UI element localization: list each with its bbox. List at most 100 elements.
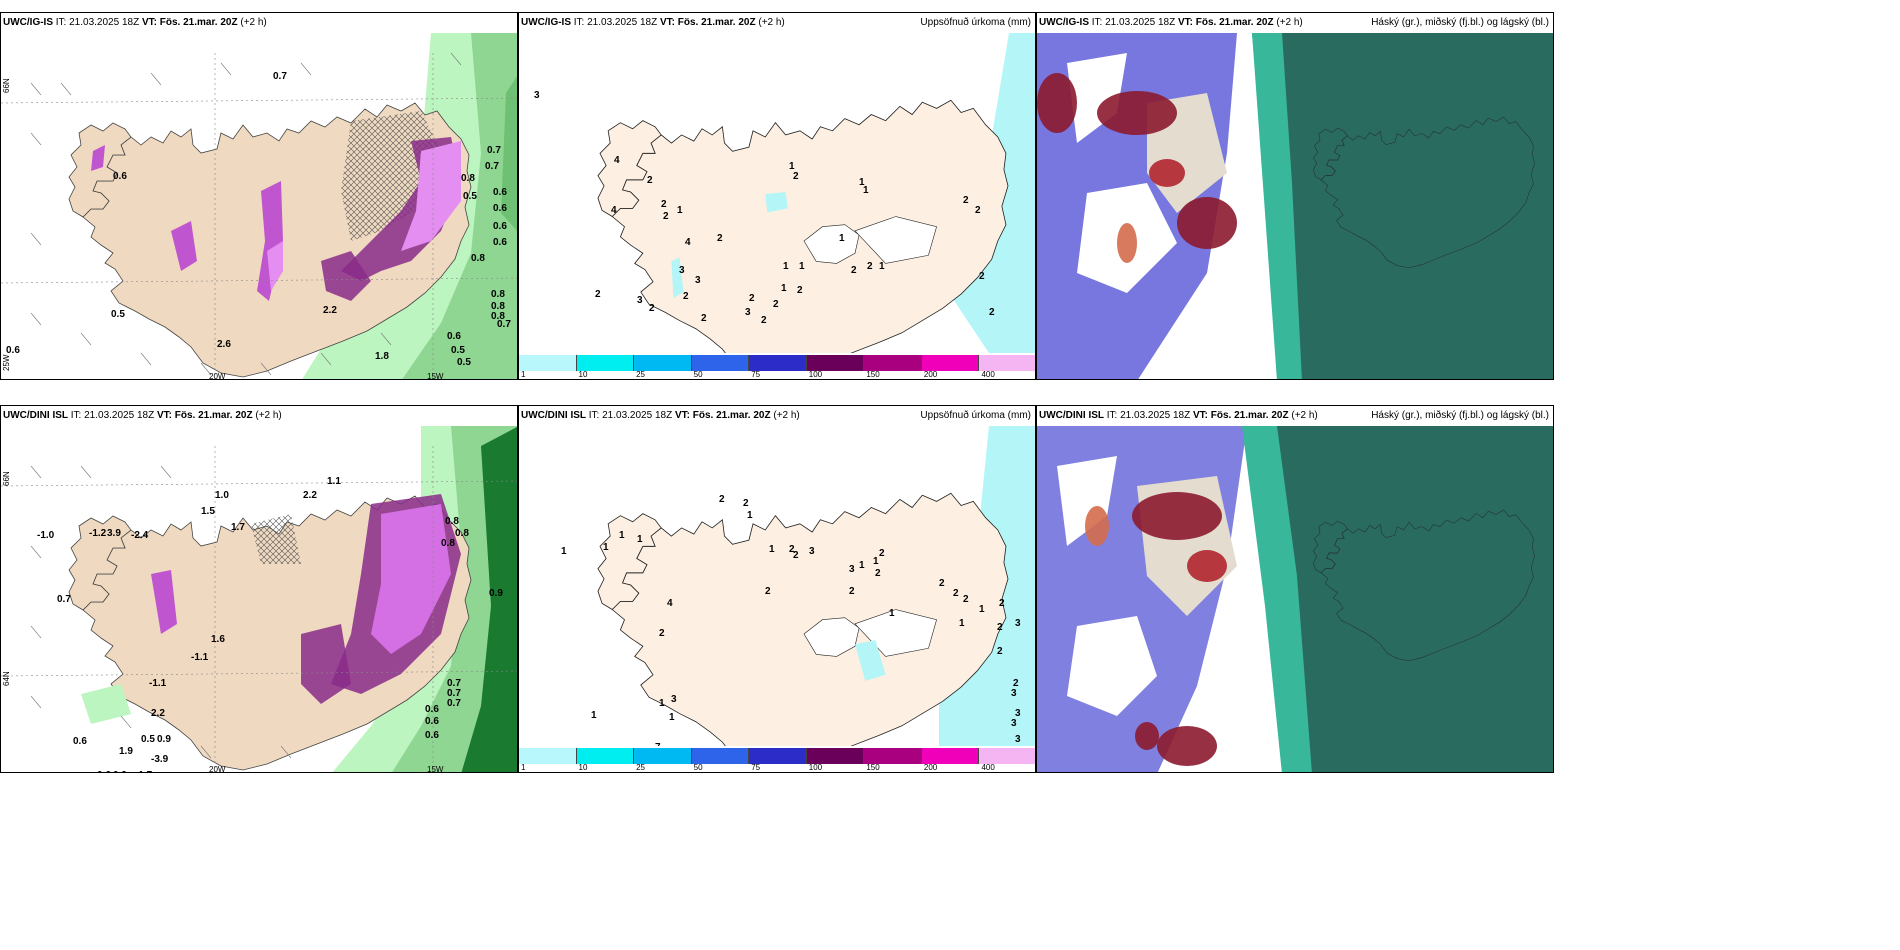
- value-label: 2: [999, 598, 1005, 609]
- value-label: 0.8: [441, 538, 455, 549]
- value-label: 0.6: [113, 171, 127, 182]
- value-label: 0.5: [457, 357, 471, 368]
- sea-precip-dark: [501, 76, 517, 231]
- value-label: 1: [659, 698, 665, 709]
- legend-tick: 10: [578, 370, 588, 379]
- value-label: 0.8: [491, 301, 505, 312]
- map-panel-precip-wind-dini: UWC/DINI ISL IT: 21.03.2025 18Z VT: Fös.…: [0, 405, 518, 773]
- value-label: 1: [959, 618, 965, 629]
- legend-swatch: [806, 748, 865, 764]
- value-label: 0.8: [471, 253, 485, 264]
- value-label: 2.2: [323, 305, 337, 316]
- lat-label: 64N: [2, 671, 11, 686]
- sea-precip-dark: [461, 427, 517, 772]
- value-label: 2: [765, 586, 771, 597]
- value-label: 2: [975, 205, 981, 216]
- value-label: 2: [849, 586, 855, 597]
- value-label: 2: [663, 211, 669, 222]
- value-label: 1: [561, 546, 567, 557]
- value-label: 2: [867, 261, 873, 272]
- legend-swatch: [749, 748, 807, 764]
- value-label: 0.6: [493, 187, 507, 198]
- value-label: 2: [797, 285, 803, 296]
- value-label: 4: [611, 205, 617, 216]
- value-label: 4: [667, 598, 673, 609]
- panel-subtitle: Háský (gr.), miðský (fj.bl.) og lágský (…: [1371, 17, 1549, 28]
- wind-barbs: [30, 52, 462, 376]
- value-label: 0.5: [463, 191, 477, 202]
- legend-tick: 200: [923, 763, 938, 772]
- value-label: 1: [603, 542, 609, 553]
- value-label: 0.7: [57, 594, 71, 605]
- value-label: 1: [781, 283, 787, 294]
- legend-tick: 50: [693, 370, 703, 379]
- value-label: 2: [661, 199, 667, 210]
- value-label: 2: [979, 271, 985, 282]
- value-label: 2: [875, 568, 881, 579]
- value-label: 0.7: [485, 161, 499, 172]
- value-label: 1.7: [231, 522, 245, 533]
- value-label: 1: [669, 712, 675, 723]
- value-label: 1: [747, 510, 753, 521]
- precip-color-legend: 1 10 25 50 75 100 150 200 400: [519, 748, 1035, 772]
- lat-label: 25W: [2, 354, 11, 371]
- value-label: 0.6: [97, 770, 111, 773]
- panel-title: UWC/IG-IS IT: 21.03.2025 18Z VT: Fös. 21…: [1, 13, 517, 33]
- value-label: 3: [1011, 688, 1017, 699]
- value-label: 1: [799, 261, 805, 272]
- value-label: 2: [683, 291, 689, 302]
- value-label: 2: [1013, 678, 1019, 689]
- legend-swatch: [921, 748, 980, 764]
- value-label: 2: [997, 622, 1003, 633]
- legend-swatch: [519, 355, 577, 371]
- value-label: 2: [963, 195, 969, 206]
- value-label: -1.7: [135, 770, 153, 773]
- value-label: 3: [637, 295, 643, 306]
- value-label: 2: [989, 307, 995, 318]
- value-label: 3: [679, 265, 685, 276]
- lon-label: 15W: [427, 765, 444, 773]
- map-panel-cloud-igis: UWC/IG-IS IT: 21.03.2025 18Z VT: Fös. 21…: [1036, 12, 1554, 380]
- value-label: 2: [879, 548, 885, 559]
- value-label: 3: [1011, 718, 1017, 729]
- value-label: 1: [783, 261, 789, 272]
- lon-label: 20W: [209, 372, 226, 380]
- legend-swatch: [979, 748, 1035, 764]
- precip-wind-map: 0.7 0.7 0.7 0.6 0.6 0.6 0.6 0.8 0.8 0.8 …: [1, 33, 517, 380]
- value-label: 0.7: [497, 319, 511, 330]
- value-label: 2: [963, 594, 969, 605]
- value-label: 0.6: [73, 736, 87, 747]
- value-label: 4: [614, 155, 620, 166]
- legend-swatch: [979, 355, 1035, 371]
- value-label: 1: [863, 185, 869, 196]
- lon-label: 20W: [209, 765, 226, 773]
- value-label: 1.8: [375, 351, 389, 362]
- value-label: 1: [873, 556, 879, 567]
- map-panel-accum-precip-dini: UWC/DINI ISL IT: 21.03.2025 18Z VT: Fös.…: [518, 405, 1036, 773]
- value-label: 1.6: [211, 634, 225, 645]
- value-label: 3: [534, 90, 540, 101]
- value-label: 2: [773, 299, 779, 310]
- legend-tick: 1: [521, 370, 526, 379]
- value-label: 0.6: [425, 730, 439, 741]
- legend-swatch: [576, 748, 635, 764]
- legend-swatch: [921, 355, 980, 371]
- value-label: 0.6: [425, 716, 439, 727]
- legend-swatch: [519, 748, 577, 764]
- value-label: 2: [761, 315, 767, 326]
- legend-tick: 25: [636, 370, 646, 379]
- legend-tick: 100: [808, 370, 823, 379]
- legend-tick: 400: [981, 763, 995, 772]
- value-label: 7: [655, 742, 661, 746]
- panel-subtitle: Uppsöfnuð úrkoma (mm): [920, 17, 1031, 28]
- legend-tick: 75: [751, 370, 761, 379]
- value-label: 0.5: [451, 345, 465, 356]
- value-label: 0.9: [489, 588, 503, 599]
- panel-title: UWC/IG-IS IT: 21.03.2025 18Z VT: Fös. 21…: [519, 13, 1035, 33]
- legend-swatch: [576, 355, 635, 371]
- value-label: 0.7: [487, 145, 501, 156]
- legend-swatch: [864, 748, 922, 764]
- lon-label: 15W: [427, 372, 444, 380]
- value-label: 1: [889, 608, 895, 619]
- value-label: 0.6: [447, 331, 461, 342]
